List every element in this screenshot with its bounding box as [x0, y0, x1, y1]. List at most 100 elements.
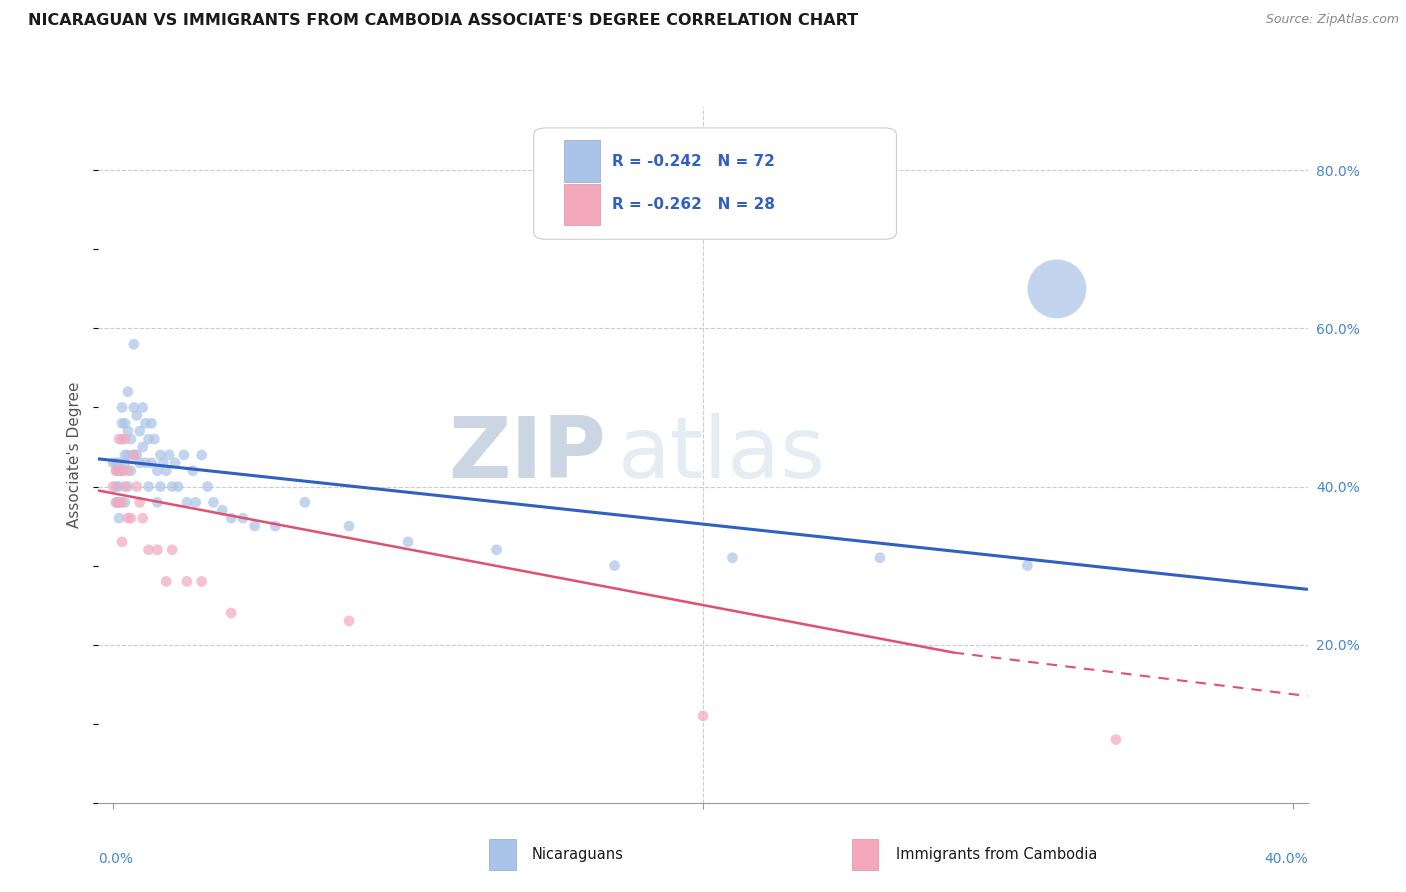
- Point: [114, 432, 136, 446]
- Point: [485, 542, 508, 557]
- Point: [111, 534, 134, 549]
- Point: [264, 519, 287, 533]
- Point: [120, 511, 142, 525]
- FancyBboxPatch shape: [534, 128, 897, 239]
- Point: [155, 464, 177, 478]
- Point: [692, 708, 714, 723]
- Point: [197, 479, 219, 493]
- Point: [337, 519, 360, 533]
- Text: R = -0.242   N = 72: R = -0.242 N = 72: [613, 153, 775, 169]
- Point: [120, 432, 142, 446]
- Point: [108, 464, 131, 478]
- Point: [190, 574, 212, 589]
- Point: [190, 448, 212, 462]
- Point: [143, 432, 166, 446]
- Point: [108, 464, 131, 478]
- Point: [117, 424, 139, 438]
- Point: [128, 495, 150, 509]
- Point: [131, 440, 153, 454]
- Y-axis label: Associate's Degree: Associate's Degree: [67, 382, 83, 528]
- Text: Nicaraguans: Nicaraguans: [531, 847, 623, 863]
- Point: [125, 409, 148, 423]
- Point: [105, 495, 128, 509]
- Point: [243, 519, 266, 533]
- Point: [114, 417, 136, 431]
- Point: [105, 464, 128, 478]
- Point: [149, 479, 172, 493]
- Point: [114, 456, 136, 470]
- Point: [117, 464, 139, 478]
- FancyBboxPatch shape: [564, 184, 600, 226]
- Point: [122, 448, 145, 462]
- Point: [157, 448, 180, 462]
- Point: [111, 464, 134, 478]
- Point: [135, 456, 157, 470]
- Point: [111, 495, 134, 509]
- Point: [111, 432, 134, 446]
- Point: [219, 606, 242, 620]
- Point: [105, 495, 128, 509]
- Point: [176, 574, 198, 589]
- Point: [176, 495, 198, 509]
- Point: [337, 614, 360, 628]
- Point: [114, 495, 136, 509]
- Point: [122, 448, 145, 462]
- Point: [117, 384, 139, 399]
- Point: [105, 479, 128, 493]
- Point: [396, 534, 419, 549]
- FancyBboxPatch shape: [852, 839, 879, 871]
- Point: [138, 542, 160, 557]
- Point: [141, 417, 163, 431]
- Point: [101, 479, 124, 493]
- Point: [120, 464, 142, 478]
- Point: [181, 464, 204, 478]
- Point: [138, 479, 160, 493]
- Point: [219, 511, 242, 525]
- Point: [165, 456, 187, 470]
- Text: atlas: atlas: [619, 413, 827, 497]
- Point: [131, 401, 153, 415]
- Point: [105, 464, 128, 478]
- Text: R = -0.262   N = 28: R = -0.262 N = 28: [613, 197, 775, 212]
- Point: [101, 456, 124, 470]
- Point: [108, 511, 131, 525]
- Point: [232, 511, 254, 525]
- Point: [108, 456, 131, 470]
- Point: [117, 479, 139, 493]
- Point: [160, 542, 183, 557]
- Point: [125, 448, 148, 462]
- Text: 0.0%: 0.0%: [98, 852, 134, 865]
- Point: [160, 479, 183, 493]
- Point: [152, 456, 174, 470]
- Point: [105, 456, 128, 470]
- Text: NICARAGUAN VS IMMIGRANTS FROM CAMBODIA ASSOCIATE'S DEGREE CORRELATION CHART: NICARAGUAN VS IMMIGRANTS FROM CAMBODIA A…: [28, 13, 858, 29]
- Text: Source: ZipAtlas.com: Source: ZipAtlas.com: [1265, 13, 1399, 27]
- Point: [117, 511, 139, 525]
- Text: Immigrants from Cambodia: Immigrants from Cambodia: [897, 847, 1098, 863]
- Point: [173, 448, 195, 462]
- Point: [1105, 732, 1128, 747]
- Point: [111, 401, 134, 415]
- Point: [141, 456, 163, 470]
- Point: [146, 495, 169, 509]
- Point: [114, 448, 136, 462]
- Point: [184, 495, 207, 509]
- Point: [111, 417, 134, 431]
- Point: [117, 448, 139, 462]
- Point: [138, 432, 160, 446]
- Point: [122, 401, 145, 415]
- Point: [1046, 282, 1069, 296]
- Point: [108, 495, 131, 509]
- FancyBboxPatch shape: [564, 140, 600, 182]
- Point: [128, 424, 150, 438]
- Point: [111, 464, 134, 478]
- Point: [149, 448, 172, 462]
- Point: [202, 495, 225, 509]
- Point: [108, 495, 131, 509]
- Point: [108, 479, 131, 493]
- Point: [114, 479, 136, 493]
- Point: [211, 503, 233, 517]
- Point: [146, 542, 169, 557]
- Point: [1017, 558, 1039, 573]
- Text: ZIP: ZIP: [449, 413, 606, 497]
